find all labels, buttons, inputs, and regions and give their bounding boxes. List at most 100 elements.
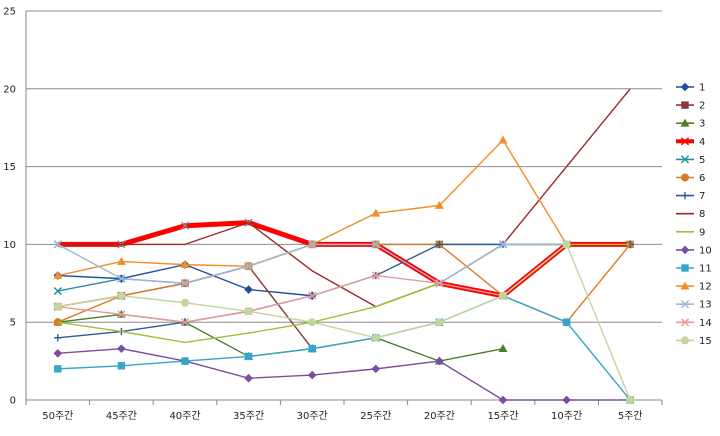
- legend-label-15: 15: [699, 336, 712, 347]
- legend-marker-6: [681, 173, 689, 182]
- data-point-12: [371, 208, 381, 217]
- data-point-14: [117, 310, 126, 319]
- legend-label-5: 5: [699, 155, 705, 166]
- data-point-1: [244, 285, 253, 294]
- data-point-15: [562, 240, 571, 249]
- data-point-13: [53, 240, 62, 249]
- legend-label-3: 3: [699, 119, 705, 130]
- data-point-15: [308, 318, 317, 327]
- data-point-11: [54, 365, 62, 373]
- data-point-15: [117, 291, 126, 300]
- legend-marker-4: [680, 137, 690, 146]
- x-tick-label: 45주간: [106, 410, 137, 422]
- series-line-15: [57, 243, 631, 401]
- series-line-8: [57, 88, 631, 308]
- data-point-14: [308, 291, 317, 300]
- data-point-11: [181, 357, 189, 365]
- x-tick-label: 40주간: [169, 410, 200, 422]
- data-point-10: [435, 356, 444, 366]
- legend-label-6: 6: [699, 173, 705, 184]
- x-tick-label: 20주간: [424, 410, 455, 422]
- data-point-11: [308, 344, 316, 353]
- legend-marker-7: [681, 192, 689, 200]
- data-point-15: [244, 307, 253, 316]
- data-point-15: [181, 298, 189, 307]
- data-point-12: [498, 135, 508, 144]
- data-point-10: [371, 364, 381, 374]
- legend-marker-12: [680, 281, 690, 290]
- series-line-12: [57, 139, 568, 277]
- x-tick-label: 10주간: [551, 410, 582, 422]
- data-point-10: [307, 370, 317, 380]
- series-line-10: [57, 347, 631, 401]
- series-line-4: [57, 220, 631, 299]
- legend-marker-15: [681, 336, 689, 345]
- series-line-11: [57, 295, 631, 401]
- legend-label-9: 9: [699, 227, 705, 238]
- data-point-7: [435, 240, 443, 248]
- data-point-7: [54, 334, 62, 342]
- legend-label-13: 13: [699, 300, 712, 311]
- legend-label-4: 4: [699, 137, 705, 148]
- data-point-13: [371, 240, 380, 249]
- data-point-4: [180, 221, 190, 230]
- y-tick-label: 25: [3, 7, 16, 18]
- legend-marker-10: [680, 245, 690, 255]
- data-point-14: [371, 271, 380, 280]
- x-tick-label: 5주간: [618, 410, 643, 422]
- data-point-13: [244, 262, 253, 271]
- data-point-13: [117, 274, 126, 283]
- x-tick-label: 35주간: [233, 410, 264, 422]
- data-point-11: [117, 362, 126, 370]
- data-point-10: [244, 373, 253, 383]
- data-point-13: [308, 240, 317, 249]
- series-line-6: [57, 243, 631, 323]
- data-point-15: [499, 291, 507, 300]
- legend-label-8: 8: [699, 209, 705, 220]
- data-point-15: [371, 333, 380, 342]
- legend-label-12: 12: [699, 282, 712, 293]
- y-tick-label: 15: [3, 162, 16, 173]
- x-tick-label: 15주간: [487, 410, 518, 422]
- data-point-10: [498, 395, 508, 405]
- series-line-14: [57, 243, 568, 323]
- legend-marker-3: [680, 118, 690, 127]
- data-point-14: [180, 318, 190, 327]
- data-point-3: [498, 344, 508, 353]
- legend-label-7: 7: [699, 191, 705, 202]
- legend-marker-5: [680, 155, 690, 164]
- x-tick-label: 50주간: [42, 410, 73, 422]
- data-point-10: [117, 344, 126, 353]
- data-point-10: [562, 395, 571, 405]
- data-point-13: [498, 240, 508, 249]
- data-point-12: [180, 259, 190, 269]
- legend-marker-14: [680, 318, 690, 327]
- y-tick-label: 5: [10, 318, 16, 329]
- legend-marker-2: [681, 101, 689, 109]
- y-tick-label: 0: [10, 396, 16, 407]
- data-point-12: [116, 256, 126, 265]
- legend-label-14: 14: [699, 318, 712, 329]
- data-point-13: [180, 279, 190, 288]
- data-point-11: [562, 318, 571, 326]
- series-line-13: [57, 243, 567, 284]
- series-line-2: [57, 265, 313, 350]
- legend-label-10: 10: [699, 245, 712, 256]
- legend-label-1: 1: [699, 83, 705, 94]
- data-point-14: [435, 279, 444, 288]
- y-tick-label: 10: [3, 240, 16, 251]
- data-point-15: [53, 302, 62, 311]
- legend-marker-1: [680, 82, 690, 92]
- legend-label-11: 11: [699, 264, 712, 275]
- legend-label-2: 2: [699, 101, 705, 112]
- data-point-15: [626, 396, 635, 404]
- x-tick-label: 30주간: [297, 410, 328, 422]
- data-point-11: [244, 352, 253, 361]
- data-point-12: [434, 200, 444, 209]
- y-tick-label: 20: [3, 84, 16, 95]
- x-tick-label: 25주간: [360, 410, 391, 422]
- legend-marker-11: [681, 264, 689, 272]
- data-point-15: [435, 318, 444, 327]
